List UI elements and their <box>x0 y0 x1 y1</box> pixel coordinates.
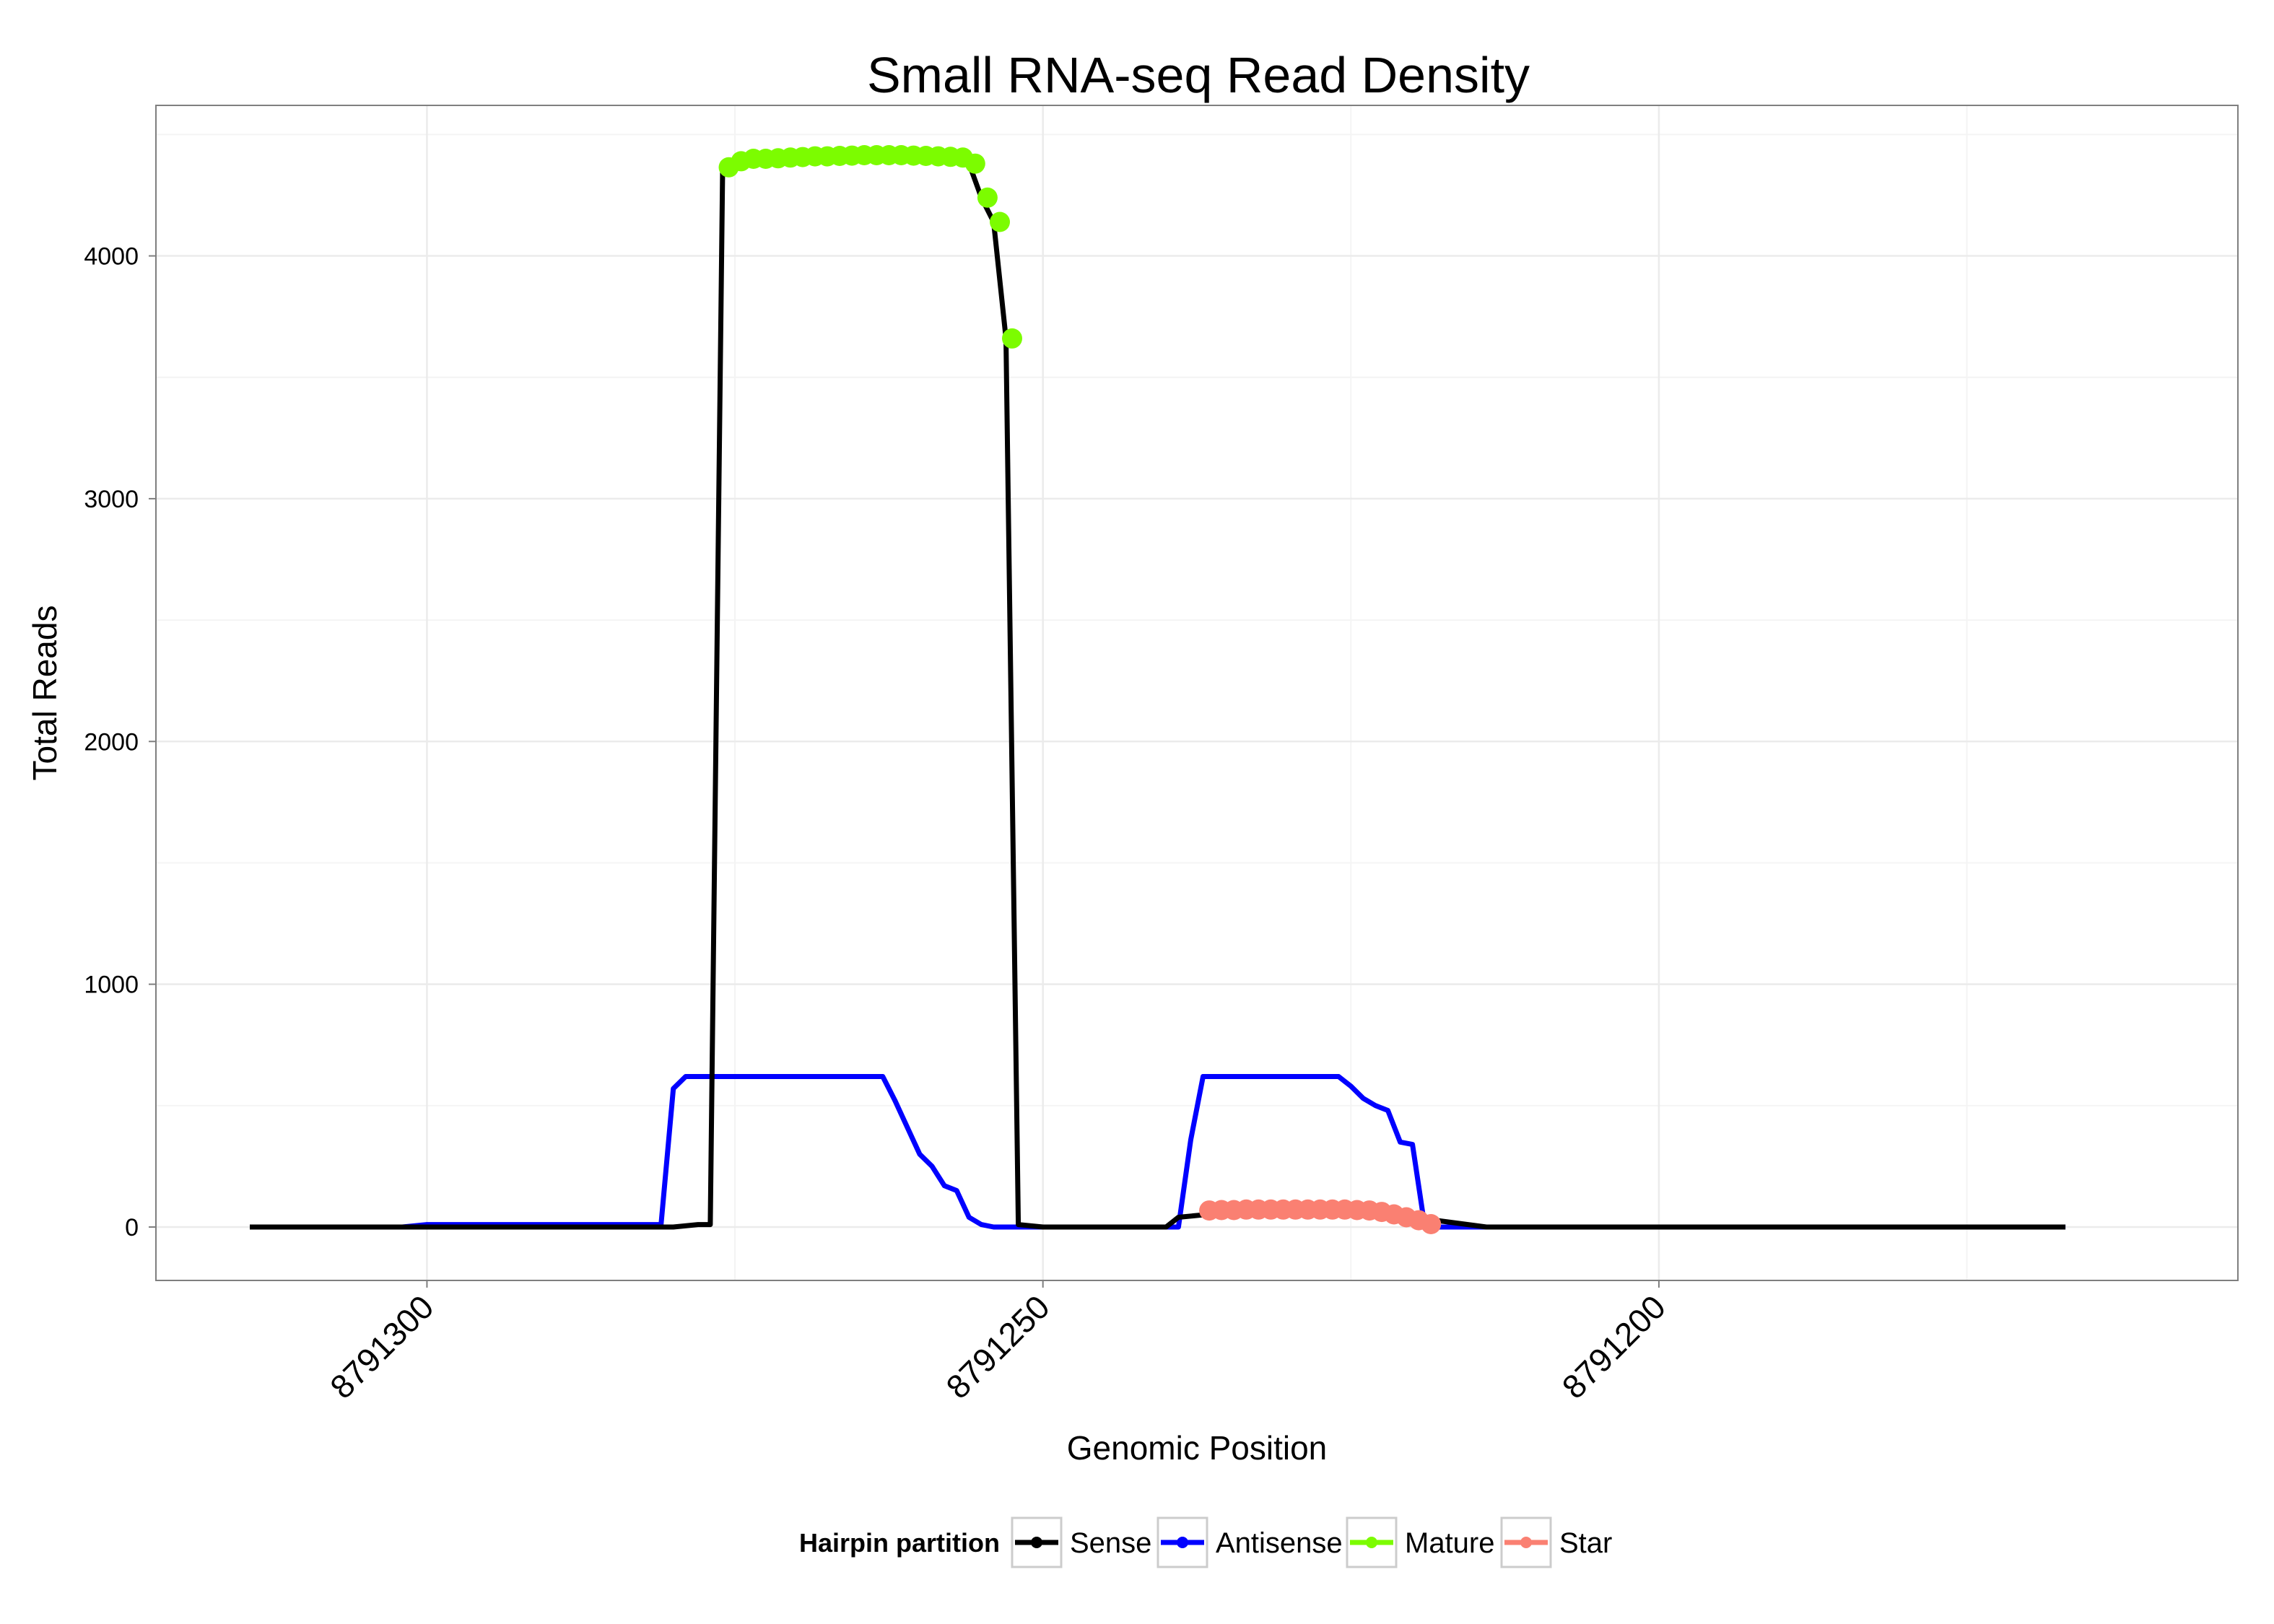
legend-key-point <box>1031 1537 1042 1548</box>
legend-item-sense: Sense <box>1011 1516 1151 1568</box>
legend-label-sense: Sense <box>1070 1527 1151 1559</box>
legend-key-point <box>1177 1537 1188 1548</box>
series-points-mature <box>718 145 1022 349</box>
y-axis-title: Total Reads <box>26 606 64 781</box>
series-line-antisense <box>250 1074 2066 1230</box>
plot-panel <box>156 105 2238 1280</box>
legend-key-point <box>1366 1537 1377 1548</box>
chart-title: Small RNA-seq Read Density <box>867 47 1530 103</box>
y-tick-label: 4000 <box>84 243 139 271</box>
y-tick-label: 1000 <box>84 972 139 999</box>
data-point-star <box>1421 1214 1442 1234</box>
gridlines <box>156 105 2238 1280</box>
legend-label-mature: Mature <box>1405 1527 1495 1559</box>
y-tick-label: 3000 <box>84 486 139 513</box>
data-point-mature <box>1002 328 1022 349</box>
legend-title: Hairpin partition <box>799 1528 1000 1558</box>
legend-label-antisense: Antisense <box>1216 1527 1343 1559</box>
legend: Hairpin partition Sense Antisense Mature St… <box>799 1516 1612 1568</box>
y-axis: 0 1000 2000 3000 4000 <box>84 243 156 1241</box>
plot-border <box>155 105 2239 1281</box>
legend-item-antisense: Antisense <box>1156 1516 1343 1568</box>
legend-item-mature: Mature <box>1346 1516 1495 1568</box>
x-axis-title: Genomic Position <box>1067 1429 1328 1467</box>
legend-key-point <box>1520 1537 1532 1548</box>
data-point-mature <box>964 153 985 174</box>
legend-item-star: Star <box>1500 1516 1612 1568</box>
y-tick-label: 0 <box>125 1214 139 1241</box>
data-point-mature <box>977 187 998 208</box>
data-point-mature <box>990 211 1010 232</box>
legend-items: Sense Antisense Mature Star <box>1011 1516 1612 1568</box>
series-layer <box>250 145 2066 1234</box>
series-points-star <box>1199 1199 1442 1234</box>
plot-area <box>155 105 2239 1281</box>
y-tick-label: 2000 <box>84 728 139 756</box>
legend-label-star: Star <box>1559 1527 1612 1559</box>
